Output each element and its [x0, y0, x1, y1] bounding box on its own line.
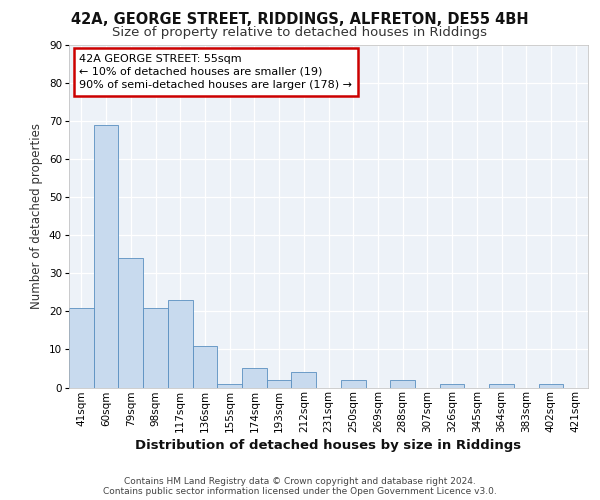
Bar	[94, 125, 118, 388]
Bar	[242, 368, 267, 388]
Bar	[341, 380, 365, 388]
Bar	[539, 384, 563, 388]
Bar	[168, 300, 193, 388]
Bar	[267, 380, 292, 388]
Bar	[390, 380, 415, 388]
Text: 42A GEORGE STREET: 55sqm
← 10% of detached houses are smaller (19)
90% of semi-d: 42A GEORGE STREET: 55sqm ← 10% of detach…	[79, 54, 352, 90]
Bar	[217, 384, 242, 388]
Text: 42A, GEORGE STREET, RIDDINGS, ALFRETON, DE55 4BH: 42A, GEORGE STREET, RIDDINGS, ALFRETON, …	[71, 12, 529, 27]
Bar	[489, 384, 514, 388]
Y-axis label: Number of detached properties: Number of detached properties	[31, 123, 43, 309]
Bar	[143, 308, 168, 388]
Text: Contains HM Land Registry data © Crown copyright and database right 2024.
Contai: Contains HM Land Registry data © Crown c…	[103, 476, 497, 496]
Bar	[118, 258, 143, 388]
Bar	[292, 372, 316, 388]
Bar	[69, 308, 94, 388]
Bar	[440, 384, 464, 388]
Bar	[193, 346, 217, 388]
Text: Size of property relative to detached houses in Riddings: Size of property relative to detached ho…	[113, 26, 487, 39]
X-axis label: Distribution of detached houses by size in Riddings: Distribution of detached houses by size …	[136, 440, 521, 452]
